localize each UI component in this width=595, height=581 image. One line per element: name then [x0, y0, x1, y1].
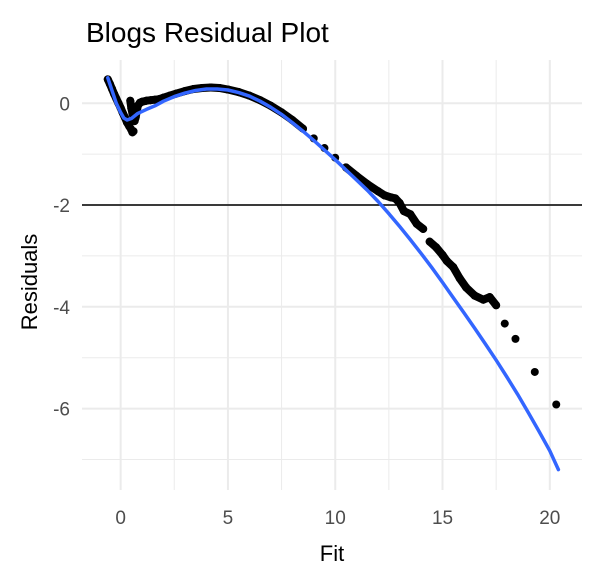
- residual-point: [500, 319, 509, 328]
- residual-point: [530, 367, 539, 376]
- residual-point-cluster: [485, 293, 501, 310]
- major-gridlines: [82, 60, 582, 490]
- residual-point: [511, 334, 520, 343]
- y-tick-label: -6: [53, 400, 70, 421]
- residual-point-cluster: [412, 219, 428, 233]
- y-tick-label: -2: [53, 196, 70, 217]
- minor-gridlines: [82, 60, 582, 490]
- y-tick-labels: 0 -2 -4 -6: [53, 94, 70, 420]
- y-tick-label: 0: [59, 94, 70, 115]
- x-tick-label: 0: [115, 508, 126, 529]
- smooth-curve: [106, 76, 561, 472]
- chart-title: Blogs Residual Plot: [86, 17, 329, 48]
- x-tick-label: 20: [539, 508, 560, 529]
- x-tick-label: 5: [223, 508, 234, 529]
- x-tick-label: 15: [432, 508, 453, 529]
- residual-points: [103, 75, 561, 409]
- x-tick-label: 10: [325, 508, 346, 529]
- y-axis-label: Residuals: [17, 234, 42, 331]
- x-tick-labels: 0 5 10 15 20: [115, 508, 560, 529]
- x-axis-label: Fit: [320, 541, 344, 566]
- residual-point: [552, 400, 561, 409]
- residual-point-cluster: [128, 127, 138, 137]
- smooth-curve-group: [106, 76, 561, 472]
- y-tick-label: -4: [53, 298, 70, 319]
- residual-point-cluster: [288, 116, 308, 133]
